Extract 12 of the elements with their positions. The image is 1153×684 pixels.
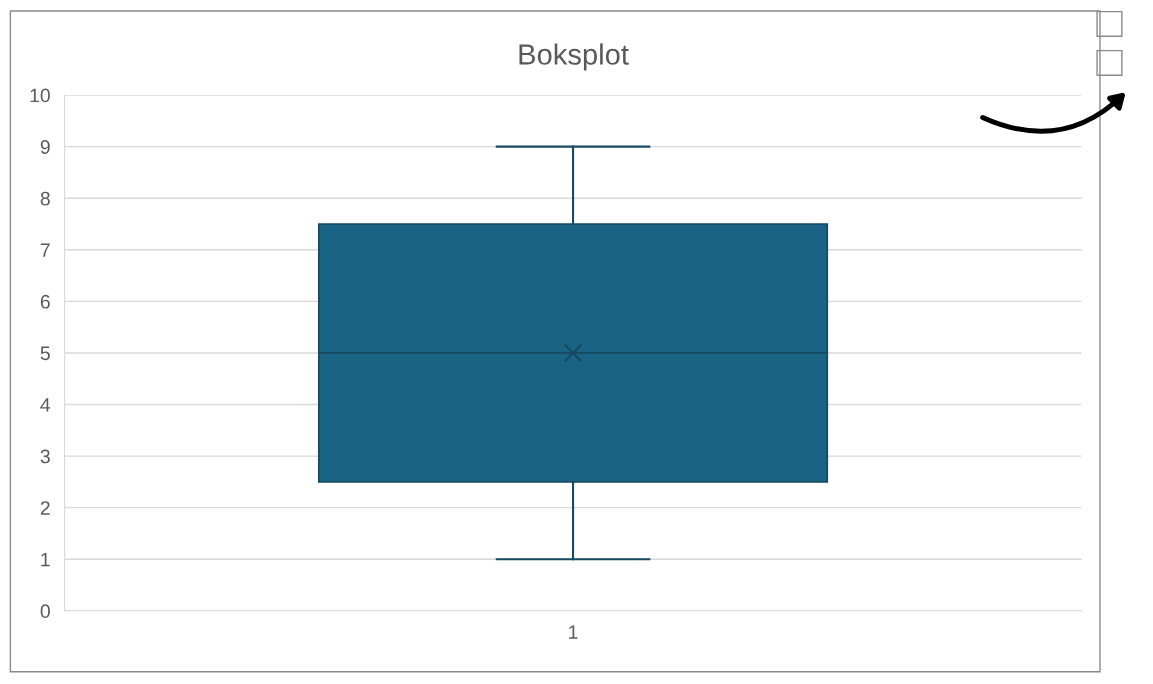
y-tick-label: 7 (40, 243, 50, 257)
y-tick-label: 10 (30, 88, 50, 103)
y-tick-label: 9 (40, 140, 50, 154)
y-tick-label: 4 (40, 398, 51, 412)
y-tick-label: 2 (40, 501, 50, 515)
y-tick-label: 3 (40, 449, 50, 464)
y-tick-label: 5 (40, 346, 50, 361)
chart-title: Boksplot (519, 43, 629, 71)
y-tick-label: 6 (40, 294, 50, 309)
y-tick-label: 1 (41, 552, 50, 567)
y-tick-label: 8 (40, 191, 50, 206)
y-tick-label: 0 (40, 604, 50, 619)
